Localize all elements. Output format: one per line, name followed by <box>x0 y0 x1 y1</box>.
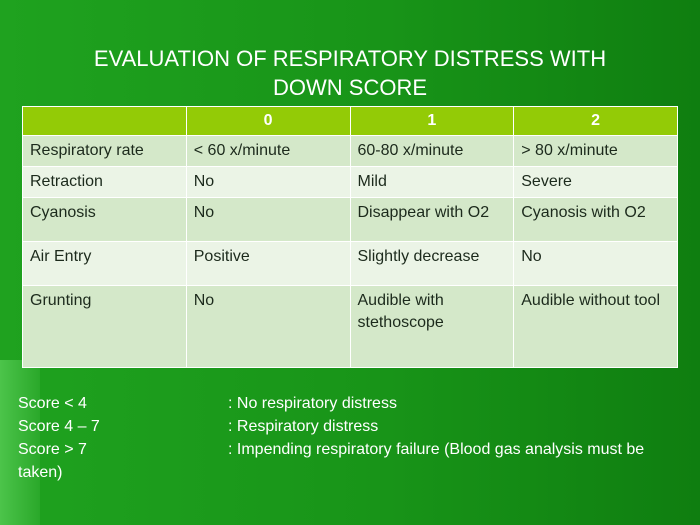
row-label: Respiratory rate <box>22 135 187 167</box>
header-cell: 1 <box>349 106 515 136</box>
note: Score > 7: Impending respiratory failure… <box>18 438 678 484</box>
table-row: Air Entry Positive Slightly decrease No <box>22 241 678 286</box>
cell: Severe <box>513 166 678 198</box>
note-text: : Impending respiratory failure (Blood g… <box>18 441 645 481</box>
note-score: Score < 4 <box>18 395 87 412</box>
row-label: Retraction <box>22 166 187 198</box>
note-score: Score > 7 <box>18 441 87 458</box>
row-label: Grunting <box>22 285 187 368</box>
row-label: Cyanosis <box>22 197 187 242</box>
cell: No <box>185 197 351 242</box>
table-row: Grunting No Audible with stethoscope Audibl… <box>22 285 678 368</box>
table-row: Retraction No Mild Severe <box>22 166 678 198</box>
note: Score 4 – 7 : Respiratory distress <box>18 415 678 438</box>
note-text: : Respiratory distress <box>228 418 379 435</box>
cell: > 80 x/minute <box>513 135 678 167</box>
cell: 60-80 x/minute <box>349 135 515 167</box>
cell: No <box>185 285 351 368</box>
cell: Mild <box>349 166 515 198</box>
table-row: Cyanosis No Disappear with O2 Cyanosis with… <box>22 197 678 242</box>
header-cell: 2 <box>513 106 678 136</box>
cell: Audible without tool <box>513 285 678 368</box>
note-text: : No respiratory distress <box>228 395 397 412</box>
header-cell <box>22 106 187 136</box>
cell: Cyanosis with O2 <box>513 197 678 242</box>
title: EVALUATION OF RESPIRATORY DISTRESS WITH … <box>93 46 607 100</box>
cell: Disappear with O2 <box>349 197 515 242</box>
cell: Slightly decrease <box>349 241 515 286</box>
header-cell: 0 <box>185 106 351 136</box>
score-table: 0 1 2 Respiratory rate < 60 x/minute 60-80 x/… <box>22 106 678 368</box>
cell: Audible with stethoscope <box>349 285 515 368</box>
cell: < 60 x/minute <box>185 135 351 167</box>
note: Score < 4 : No respiratory distress <box>18 392 678 415</box>
cell: No <box>185 166 351 198</box>
cell: Positive <box>185 241 351 286</box>
table-row: Respiratory rate < 60 x/minute 60-80 x/min… <box>22 135 678 167</box>
cell: No <box>513 241 678 286</box>
row-label: Air Entry <box>22 241 187 286</box>
decor-strip <box>0 360 40 525</box>
note-score: Score 4 – 7 <box>18 418 100 435</box>
score-notes: Score < 4: No respiratory distress Score … <box>18 392 678 484</box>
